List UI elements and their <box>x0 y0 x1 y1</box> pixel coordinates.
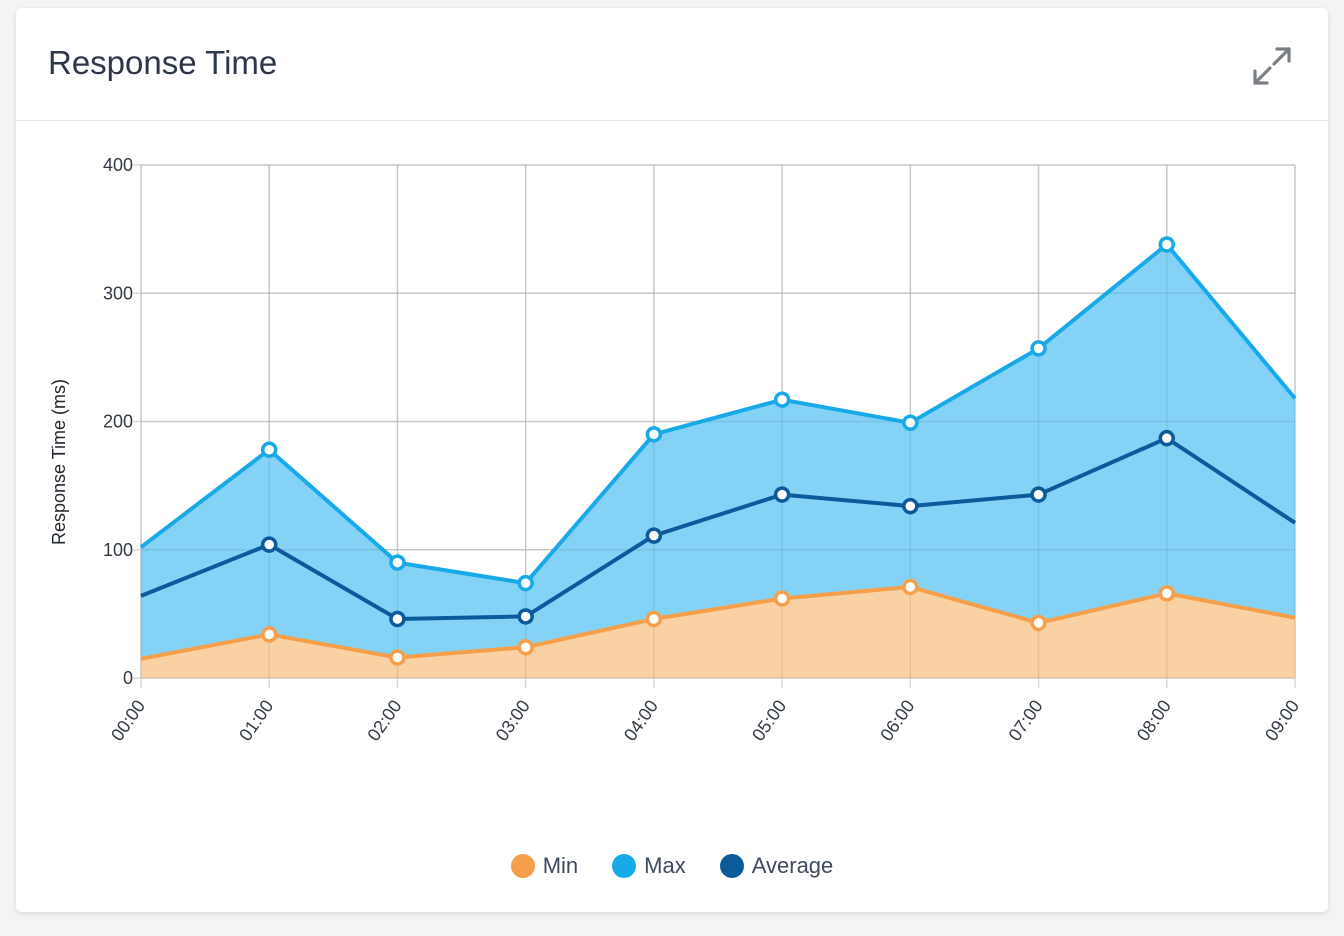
max-point[interactable] <box>389 554 406 571</box>
legend-item-min[interactable]: Min <box>510 853 579 879</box>
x-tick-label: 07:00 <box>1005 696 1047 744</box>
response-time-card: Response Time 0 100 200 300 400 00:00 01:00 02… <box>16 8 1328 912</box>
x-axis-ticks: 00:00 01:00 02:00 03:00 04:00 05:00 06:00 07:00… <box>107 696 1303 744</box>
chart-areas <box>140 164 1296 679</box>
max-point[interactable] <box>902 414 919 432</box>
max-point[interactable] <box>1030 340 1047 357</box>
average-point[interactable] <box>1158 429 1176 447</box>
y-tick-label: 100 <box>103 540 133 560</box>
x-tick-label: 09:00 <box>1261 696 1303 744</box>
average-point[interactable] <box>645 527 663 544</box>
average-point[interactable] <box>517 608 534 625</box>
max-point[interactable] <box>645 426 663 443</box>
average-line <box>140 436 1297 621</box>
min-point[interactable] <box>645 610 663 628</box>
y-axis-ticks: 0 100 200 300 400 <box>103 155 133 688</box>
max-point[interactable] <box>260 441 278 458</box>
y-tick-label: 400 <box>103 155 133 175</box>
x-tick-label: 08:00 <box>1133 696 1175 744</box>
card-header: Response Time <box>16 8 1328 121</box>
legend-swatch-max <box>612 854 637 878</box>
min-line <box>140 584 1296 661</box>
expand-button[interactable] <box>1248 42 1296 90</box>
legend-label-max: Max <box>644 853 686 878</box>
chart-legend: Min Max Average <box>16 848 1328 884</box>
legend-item-max[interactable]: Max <box>612 853 686 879</box>
average-point[interactable] <box>389 610 406 628</box>
max-point[interactable] <box>1158 236 1176 253</box>
min-point[interactable] <box>260 626 278 643</box>
legend-swatch-min <box>510 854 535 878</box>
legend-item-average[interactable]: Average <box>719 853 834 879</box>
x-tick-label: 02:00 <box>363 696 405 744</box>
average-point[interactable] <box>902 497 919 515</box>
expand-arrows-icon <box>1253 47 1291 85</box>
x-tick-label: 04:00 <box>620 696 662 744</box>
min-point[interactable] <box>389 649 406 666</box>
min-point[interactable] <box>1158 585 1176 602</box>
y-tick-label: 0 <box>123 668 133 688</box>
min-point[interactable] <box>1030 614 1047 632</box>
x-tick-label: 00:00 <box>107 696 149 744</box>
min-point[interactable] <box>773 590 791 607</box>
card-title: Response Time <box>48 44 278 81</box>
average-point[interactable] <box>1030 486 1047 503</box>
chart-lines <box>139 242 1297 661</box>
max-line <box>139 242 1297 586</box>
legend-swatch-average <box>719 854 744 878</box>
x-tick-label: 03:00 <box>492 696 534 744</box>
legend-label-average: Average <box>751 853 834 878</box>
max-point[interactable] <box>517 574 534 592</box>
legend-label-min: Min <box>542 853 579 878</box>
average-point[interactable] <box>260 536 278 553</box>
x-tick-label: 05:00 <box>748 696 790 744</box>
x-tick-label: 01:00 <box>235 696 277 744</box>
max-point[interactable] <box>773 391 791 408</box>
y-tick-label: 300 <box>103 283 133 303</box>
average-point[interactable] <box>773 486 791 503</box>
y-tick-label: 200 <box>103 412 133 432</box>
min-point[interactable] <box>517 638 534 656</box>
y-axis-title: Response Time (ms) <box>49 379 69 545</box>
chart-points <box>260 236 1176 666</box>
min-point[interactable] <box>902 578 919 596</box>
x-tick-label: 06:00 <box>876 696 918 744</box>
